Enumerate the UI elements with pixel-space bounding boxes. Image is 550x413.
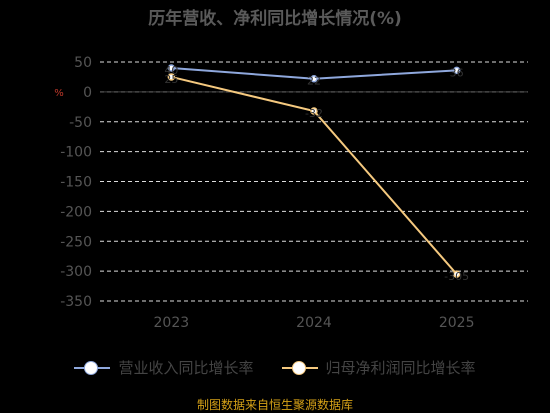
source-note: 制图数据来自恒生聚源数据库 bbox=[196, 398, 353, 412]
x-tick-label: 2023 bbox=[154, 315, 190, 331]
data-point-revenue bbox=[167, 64, 176, 72]
data-point-profit bbox=[167, 73, 176, 81]
y-tick-label: -300 bbox=[60, 264, 92, 280]
legend: 营业收入同比增长率 归母净利润同比增长率 bbox=[0, 357, 550, 378]
legend-revenue-label: 营业收入同比增长率 bbox=[118, 359, 254, 377]
data-label-profit: 25 bbox=[164, 73, 178, 86]
legend-revenue-swatch bbox=[74, 360, 111, 375]
y-tick-label: -50 bbox=[69, 115, 92, 131]
y-tick-label: -100 bbox=[60, 145, 92, 161]
y-tick-label: 0 bbox=[83, 85, 92, 101]
y-tick-label: -350 bbox=[60, 294, 92, 310]
x-tick-label: 2025 bbox=[439, 315, 475, 331]
data-point-revenue bbox=[310, 74, 318, 83]
legend-item-profit[interactable]: 归母净利润同比增长率 bbox=[281, 357, 476, 378]
data-label-revenue: 36 bbox=[450, 66, 464, 79]
y-tick-label: 50 bbox=[74, 55, 92, 71]
y-axis-label: % bbox=[54, 88, 64, 99]
data-label-revenue: 22 bbox=[307, 75, 321, 88]
legend-item-revenue[interactable]: 营业收入同比增长率 bbox=[74, 357, 254, 378]
legend-profit-label: 归母净利润同比增长率 bbox=[325, 359, 476, 377]
data-label-revenue: 40 bbox=[164, 64, 178, 77]
x-tick-label: 2024 bbox=[296, 315, 332, 331]
data-point-profit bbox=[310, 107, 318, 115]
data-label-profit: -32 bbox=[305, 107, 323, 120]
chart-title: 历年营收、净利同比增长情况(%) bbox=[148, 9, 402, 29]
y-tick-label: -250 bbox=[60, 234, 92, 250]
y-tick-label: -150 bbox=[60, 175, 92, 191]
data-point-profit bbox=[452, 270, 461, 278]
data-point-revenue bbox=[452, 66, 461, 75]
legend-profit-swatch bbox=[281, 360, 318, 375]
y-tick-label: -200 bbox=[60, 204, 92, 220]
data-label-profit: -305 bbox=[444, 270, 469, 283]
